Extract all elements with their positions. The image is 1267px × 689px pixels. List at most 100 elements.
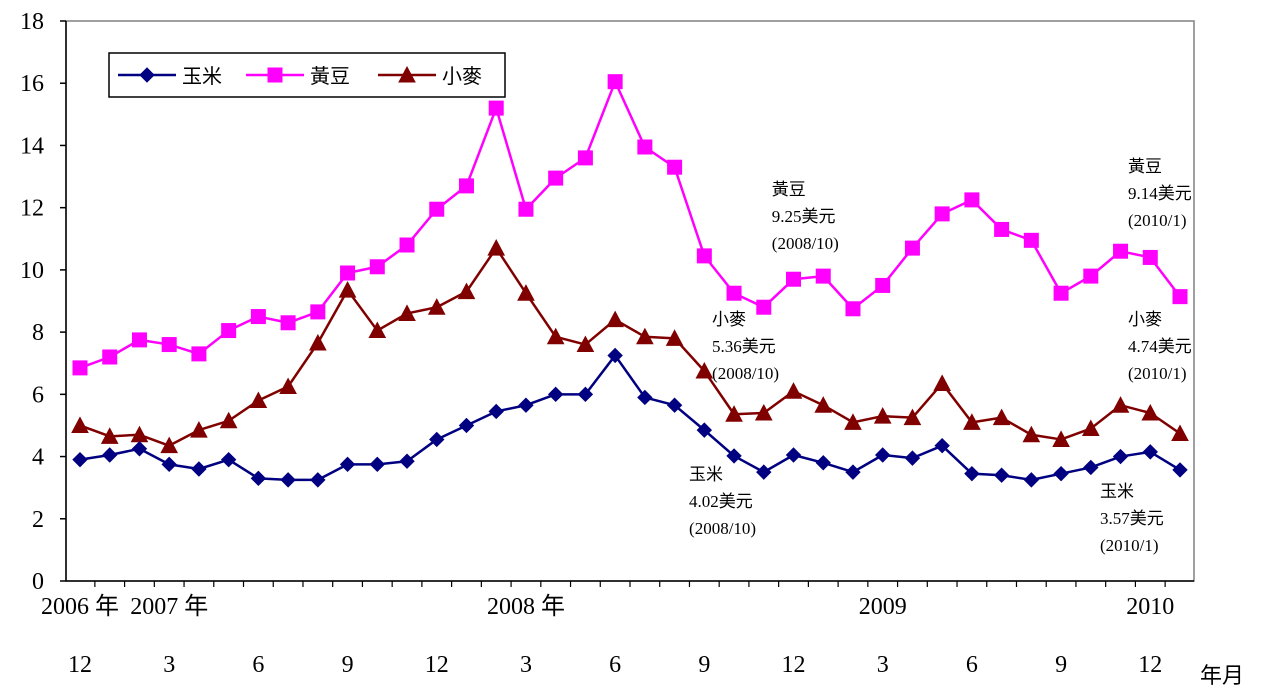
data-point-soybean	[221, 323, 237, 339]
data-point-corn	[220, 451, 237, 468]
x-tick-label-year: 2006 年	[41, 593, 119, 620]
data-point-corn	[1172, 462, 1188, 478]
data-point-corn	[280, 472, 296, 488]
data-point-wheat	[249, 391, 268, 409]
data-point-wheat	[903, 408, 922, 426]
data-point-corn	[369, 456, 386, 473]
annotation-line: 玉米	[1100, 482, 1134, 501]
data-point-soybean	[904, 240, 920, 256]
annotation-line: 黃豆	[772, 180, 806, 199]
data-point-soybean	[845, 301, 861, 317]
annotation-line: 小麥	[712, 310, 746, 329]
x-tick-label-month: 9	[342, 652, 354, 678]
data-point-corn	[518, 397, 534, 413]
data-point-wheat	[279, 377, 297, 395]
data-point-wheat	[219, 411, 238, 429]
data-point-corn	[310, 472, 326, 488]
data-point-corn	[339, 456, 356, 473]
data-point-corn	[815, 455, 831, 471]
data-annotation: 玉米 3.57美元 (2010/1)	[1100, 482, 1164, 555]
data-point-corn	[429, 431, 445, 448]
x-tick-label-month: 12	[68, 652, 92, 678]
data-point-wheat	[1171, 424, 1189, 442]
data-point-corn	[399, 453, 415, 469]
data-point-corn	[874, 447, 891, 463]
annotation-line: 9.25美元	[772, 207, 836, 226]
data-point-wheat	[963, 413, 981, 430]
data-point-soybean	[191, 346, 207, 362]
data-point-soybean	[964, 192, 980, 208]
annotation-line: 小麥	[1128, 310, 1162, 329]
data-point-wheat	[606, 310, 624, 328]
legend-swatch-marker	[139, 67, 155, 83]
data-point-soybean	[340, 265, 356, 281]
data-point-wheat	[576, 335, 595, 353]
annotation-line: (2008/10)	[712, 364, 779, 383]
x-tick-label-month: 3	[520, 652, 532, 678]
data-point-wheat	[1081, 419, 1100, 437]
data-point-wheat	[457, 282, 476, 300]
y-tick-label: 4	[32, 445, 44, 471]
x-tick-label-year: 2010	[1126, 594, 1174, 620]
x-tick-label-month: 9	[1055, 652, 1067, 678]
legend-item-soybean: 黃豆	[246, 65, 350, 88]
data-point-wheat	[398, 304, 416, 321]
data-point-soybean	[250, 309, 266, 325]
data-point-soybean	[488, 100, 504, 116]
data-point-corn	[1083, 459, 1099, 476]
data-point-soybean	[815, 268, 831, 284]
annotation-line: 黃豆	[1128, 157, 1162, 176]
data-point-wheat	[1022, 425, 1041, 443]
x-tick-label-month: 12	[425, 652, 449, 678]
data-point-soybean	[369, 259, 385, 275]
annotation-line: 5.36美元	[712, 337, 776, 356]
data-point-soybean	[786, 271, 802, 287]
data-point-corn	[637, 389, 653, 406]
data-point-wheat	[487, 239, 506, 256]
data-point-soybean	[102, 349, 118, 365]
legend-label: 玉米	[182, 65, 222, 88]
data-point-wheat	[695, 361, 714, 379]
data-point-corn	[845, 464, 861, 480]
y-tick-label: 10	[20, 258, 44, 284]
data-point-soybean	[1172, 289, 1188, 305]
x-axis-unit-label: 年月	[1200, 663, 1244, 688]
data-point-wheat	[784, 382, 803, 399]
data-point-corn	[666, 397, 683, 413]
y-tick-label: 6	[32, 382, 44, 408]
data-point-corn	[577, 386, 594, 403]
data-point-corn	[607, 347, 623, 364]
data-point-corn	[161, 456, 177, 473]
data-point-soybean	[934, 206, 950, 222]
annotation-line: (2010/1)	[1100, 536, 1159, 555]
data-point-soybean	[72, 360, 88, 376]
series-line-soybean	[79, 80, 1181, 370]
data-annotation: 小麥 4.74美元 (2010/1)	[1128, 310, 1192, 383]
data-point-wheat	[636, 327, 654, 345]
data-point-wheat	[190, 421, 208, 438]
data-point-corn	[993, 467, 1010, 483]
data-point-wheat	[814, 396, 833, 413]
annotation-line: 玉米	[689, 465, 723, 484]
data-point-corn	[1142, 444, 1158, 460]
x-tick-label-month: 12	[782, 652, 806, 678]
data-point-corn	[904, 450, 921, 466]
data-point-wheat	[338, 281, 357, 298]
series-line-corn	[79, 354, 1181, 482]
data-annotation: 黃豆 9.14美元 (2010/1)	[1128, 157, 1192, 230]
data-point-soybean	[1023, 232, 1039, 248]
x-axis: 12 2006 年 3 2007 年 6 9 12 3 2008 年 6 9 12 3 2009 6 9 12 2…	[41, 580, 1194, 678]
data-point-soybean	[458, 178, 474, 194]
data-point-soybean	[994, 221, 1010, 237]
data-point-soybean	[1053, 285, 1069, 301]
legend-label: 黃豆	[310, 65, 350, 88]
annotation-line: 9.14美元	[1128, 184, 1192, 203]
data-point-soybean	[1083, 268, 1099, 284]
data-point-soybean	[667, 159, 683, 175]
y-tick-label: 14	[20, 133, 44, 159]
data-point-soybean	[726, 285, 742, 301]
data-point-corn	[785, 447, 802, 463]
data-point-wheat	[1141, 403, 1160, 421]
series-wheat	[71, 239, 1189, 454]
